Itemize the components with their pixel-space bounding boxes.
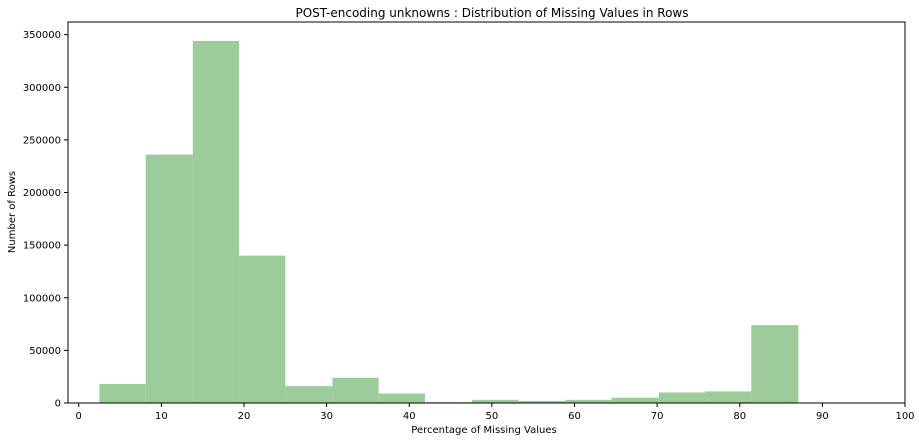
- y-tick-label: 100000: [23, 293, 61, 304]
- bars-group: [99, 40, 799, 403]
- histogram-bar-9: [472, 399, 519, 403]
- y-axis: 0 50000 100000 150000 200000 250000 300000 3500…: [23, 30, 68, 410]
- histogram-bar-14: [705, 391, 752, 403]
- x-tick-label: 80: [733, 411, 746, 422]
- x-tick-label: 90: [816, 411, 829, 422]
- x-tick-label: 70: [651, 411, 664, 422]
- chart-title: POST-encoding unknowns : Distribution of…: [296, 6, 689, 20]
- histogram-bar-11: [565, 399, 612, 403]
- histogram-bar-1: [99, 384, 146, 403]
- histogram-bar-6: [332, 377, 379, 403]
- x-tick-label: 40: [403, 411, 416, 422]
- x-tick-label: 60: [568, 411, 581, 422]
- histogram-bar-2: [145, 154, 193, 403]
- y-tick-label: 150000: [23, 241, 61, 252]
- histogram-bar-7: [378, 393, 425, 403]
- histogram-bar-5: [285, 386, 333, 403]
- x-axis-label: Percentage of Missing Values: [411, 425, 556, 436]
- x-tick-label: 10: [155, 411, 168, 422]
- histogram-bar-10: [518, 400, 566, 403]
- histogram-bar-15: [751, 325, 799, 403]
- y-tick-label: 300000: [23, 83, 61, 94]
- x-axis: 0 10 20 30 40 50 60 70 80 90 100: [76, 403, 915, 422]
- y-axis-label: Number of Rows: [7, 171, 18, 253]
- histogram-bar-3: [192, 40, 240, 403]
- plot-frame: [67, 21, 906, 404]
- y-tick-label: 350000: [23, 30, 61, 41]
- y-tick-label: 0: [55, 399, 61, 410]
- y-tick-label: 50000: [29, 346, 61, 357]
- histogram-bar-13: [658, 392, 706, 403]
- x-tick-label: 100: [895, 411, 914, 422]
- x-tick-label: 0: [76, 411, 82, 422]
- histogram-bar-4: [239, 255, 286, 403]
- x-tick-label: 30: [320, 411, 333, 422]
- histogram-bar-12: [611, 397, 659, 403]
- x-tick-label: 50: [486, 411, 499, 422]
- x-tick-label: 20: [238, 411, 251, 422]
- y-tick-label: 250000: [23, 135, 61, 146]
- y-tick-label: 200000: [23, 188, 61, 199]
